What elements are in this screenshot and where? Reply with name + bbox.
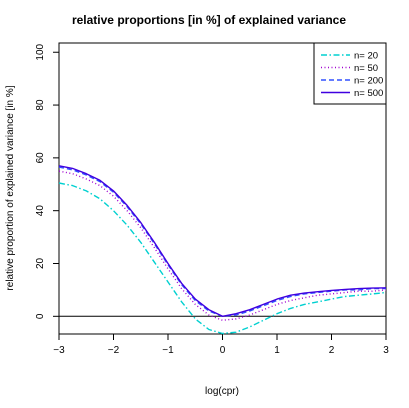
x-tick-label: 3 [383,345,389,356]
y-tick-label: 40 [35,205,46,217]
x-axis: −3 −2 −1 0 1 2 3 [53,333,389,356]
y-tick-label: 0 [35,313,46,319]
y-tick-label: 20 [35,257,46,269]
y-tick-label: 80 [35,99,46,111]
series-line-1 [58,182,387,335]
legend-label: n= 50 [354,63,378,74]
x-tick-label: −1 [162,345,174,356]
chart-title: relative proportions [in %] of explained… [72,13,346,27]
y-tick-label: 60 [35,152,46,164]
legend-label: n= 500 [354,88,383,99]
x-tick-label: 0 [220,345,226,356]
x-tick-label: −3 [53,345,65,356]
x-tick-label: 1 [274,345,280,356]
legend-box [313,42,387,105]
series-line-4 [58,165,387,317]
x-tick-label: 2 [329,345,335,356]
series-layer [58,165,387,335]
legend-label: n= 200 [354,76,383,87]
y-tick-label: 100 [35,43,46,60]
x-axis-label: log(cpr) [205,386,239,397]
y-axis-label: relative proportion of explained varianc… [5,85,16,290]
y-axis: 0 20 40 60 80 100 [35,43,60,319]
legend-label: n= 20 [354,51,378,62]
x-tick-label: −2 [108,345,120,356]
